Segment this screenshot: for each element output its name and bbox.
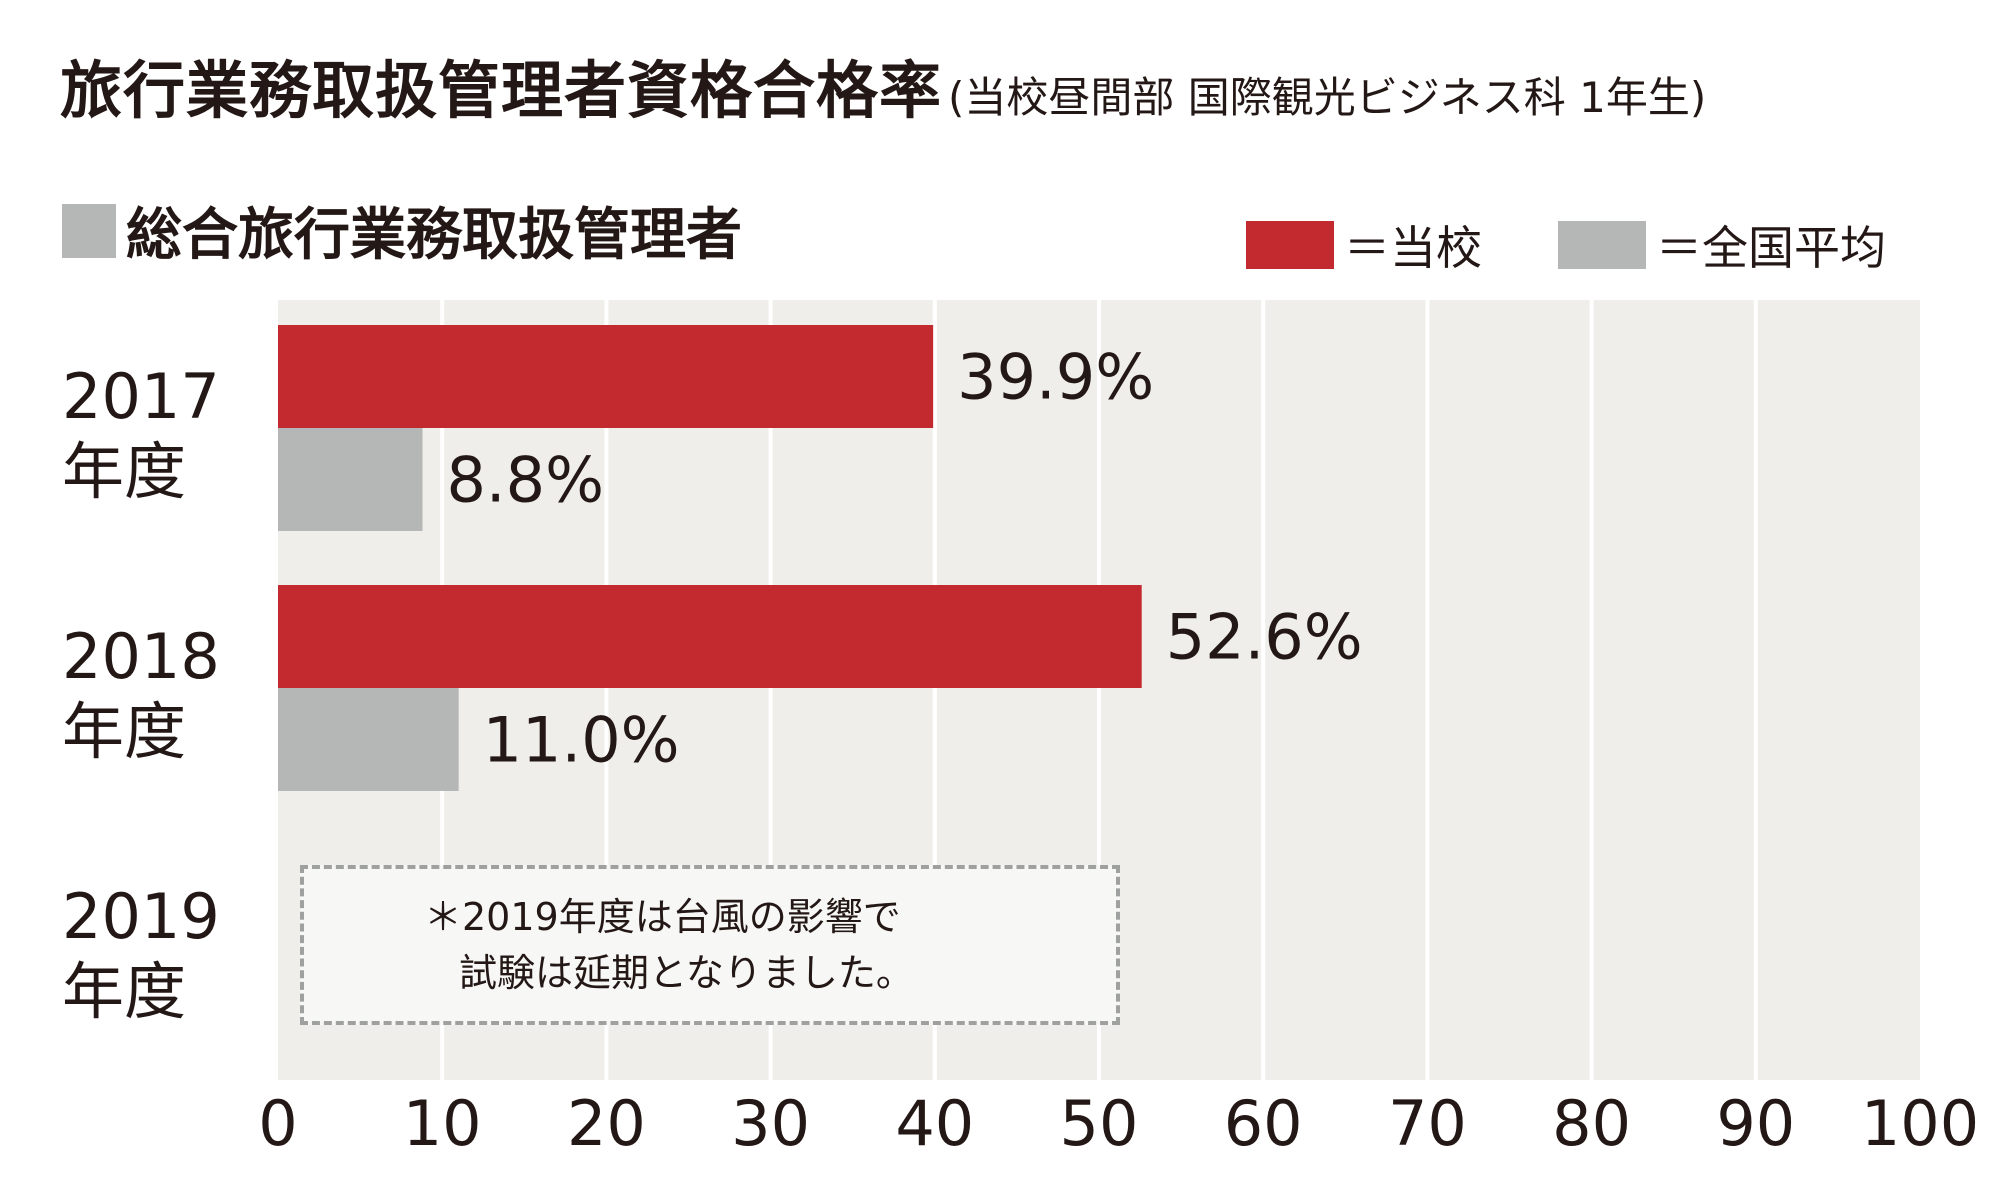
category-label-year-2019: 2019 <box>62 880 220 953</box>
legend-item-school: ＝当校 <box>1246 212 1482 278</box>
x-tick-label-80: 80 <box>1552 1087 1631 1160</box>
category-label-suffix-2017: 年度 <box>62 435 186 508</box>
bar-school-2017 <box>278 325 934 428</box>
note-line-2: 試験は延期となりました。 <box>459 951 914 995</box>
legend-swatch-school <box>1246 221 1334 269</box>
data-label-national-2017: 8.8% <box>446 444 604 517</box>
x-tick-label-10: 10 <box>403 1087 482 1160</box>
title-subtitle: (当校昼間部 国際観光ビジネス科 1年生) <box>948 73 1707 122</box>
legend-label-school: ＝当校 <box>1344 221 1482 275</box>
data-label-national-2018: 11.0% <box>483 704 680 777</box>
category-label-suffix-2019: 年度 <box>62 955 186 1028</box>
x-tick-label-20: 20 <box>567 1087 646 1160</box>
data-label-school-2017: 39.9% <box>957 341 1154 414</box>
x-tick-label-100: 100 <box>1861 1087 1979 1160</box>
section-heading: 総合旅行業務取扱管理者 <box>62 190 742 271</box>
section-heading-text: 総合旅行業務取扱管理者 <box>126 203 742 268</box>
data-label-school-2018: 52.6% <box>1166 601 1363 674</box>
category-label-year-2017: 2017 <box>62 360 220 433</box>
section-marker-square <box>62 203 116 258</box>
x-tick-label-70: 70 <box>1388 1087 1467 1160</box>
x-tick-label-30: 30 <box>731 1087 810 1160</box>
title-main: 旅行業務取扱管理者資格合格率 <box>60 54 943 127</box>
legend-item-national: ＝全国平均 <box>1558 212 1886 278</box>
note-line-1: ＊2019年度は台風の影響で <box>424 895 901 939</box>
bar-national-2017 <box>278 428 423 531</box>
bar-national-2018 <box>278 688 459 791</box>
x-tick-label-60: 60 <box>1224 1087 1303 1160</box>
x-tick-label-90: 90 <box>1716 1087 1795 1160</box>
legend-swatch-national <box>1558 221 1646 269</box>
legend-label-national: ＝全国平均 <box>1656 221 1886 275</box>
note-box: ＊2019年度は台風の影響で 試験は延期となりました。 <box>300 865 1120 1025</box>
x-tick-label-50: 50 <box>1060 1087 1139 1160</box>
x-tick-label-0: 0 <box>258 1087 297 1160</box>
category-label-year-2018: 2018 <box>62 620 220 693</box>
bar-school-2018 <box>278 585 1142 688</box>
x-tick-label-40: 40 <box>895 1087 974 1160</box>
chart-title: 旅行業務取扱管理者資格合格率 (当校昼間部 国際観光ビジネス科 1年生) <box>60 40 1706 130</box>
category-label-suffix-2018: 年度 <box>62 695 186 768</box>
